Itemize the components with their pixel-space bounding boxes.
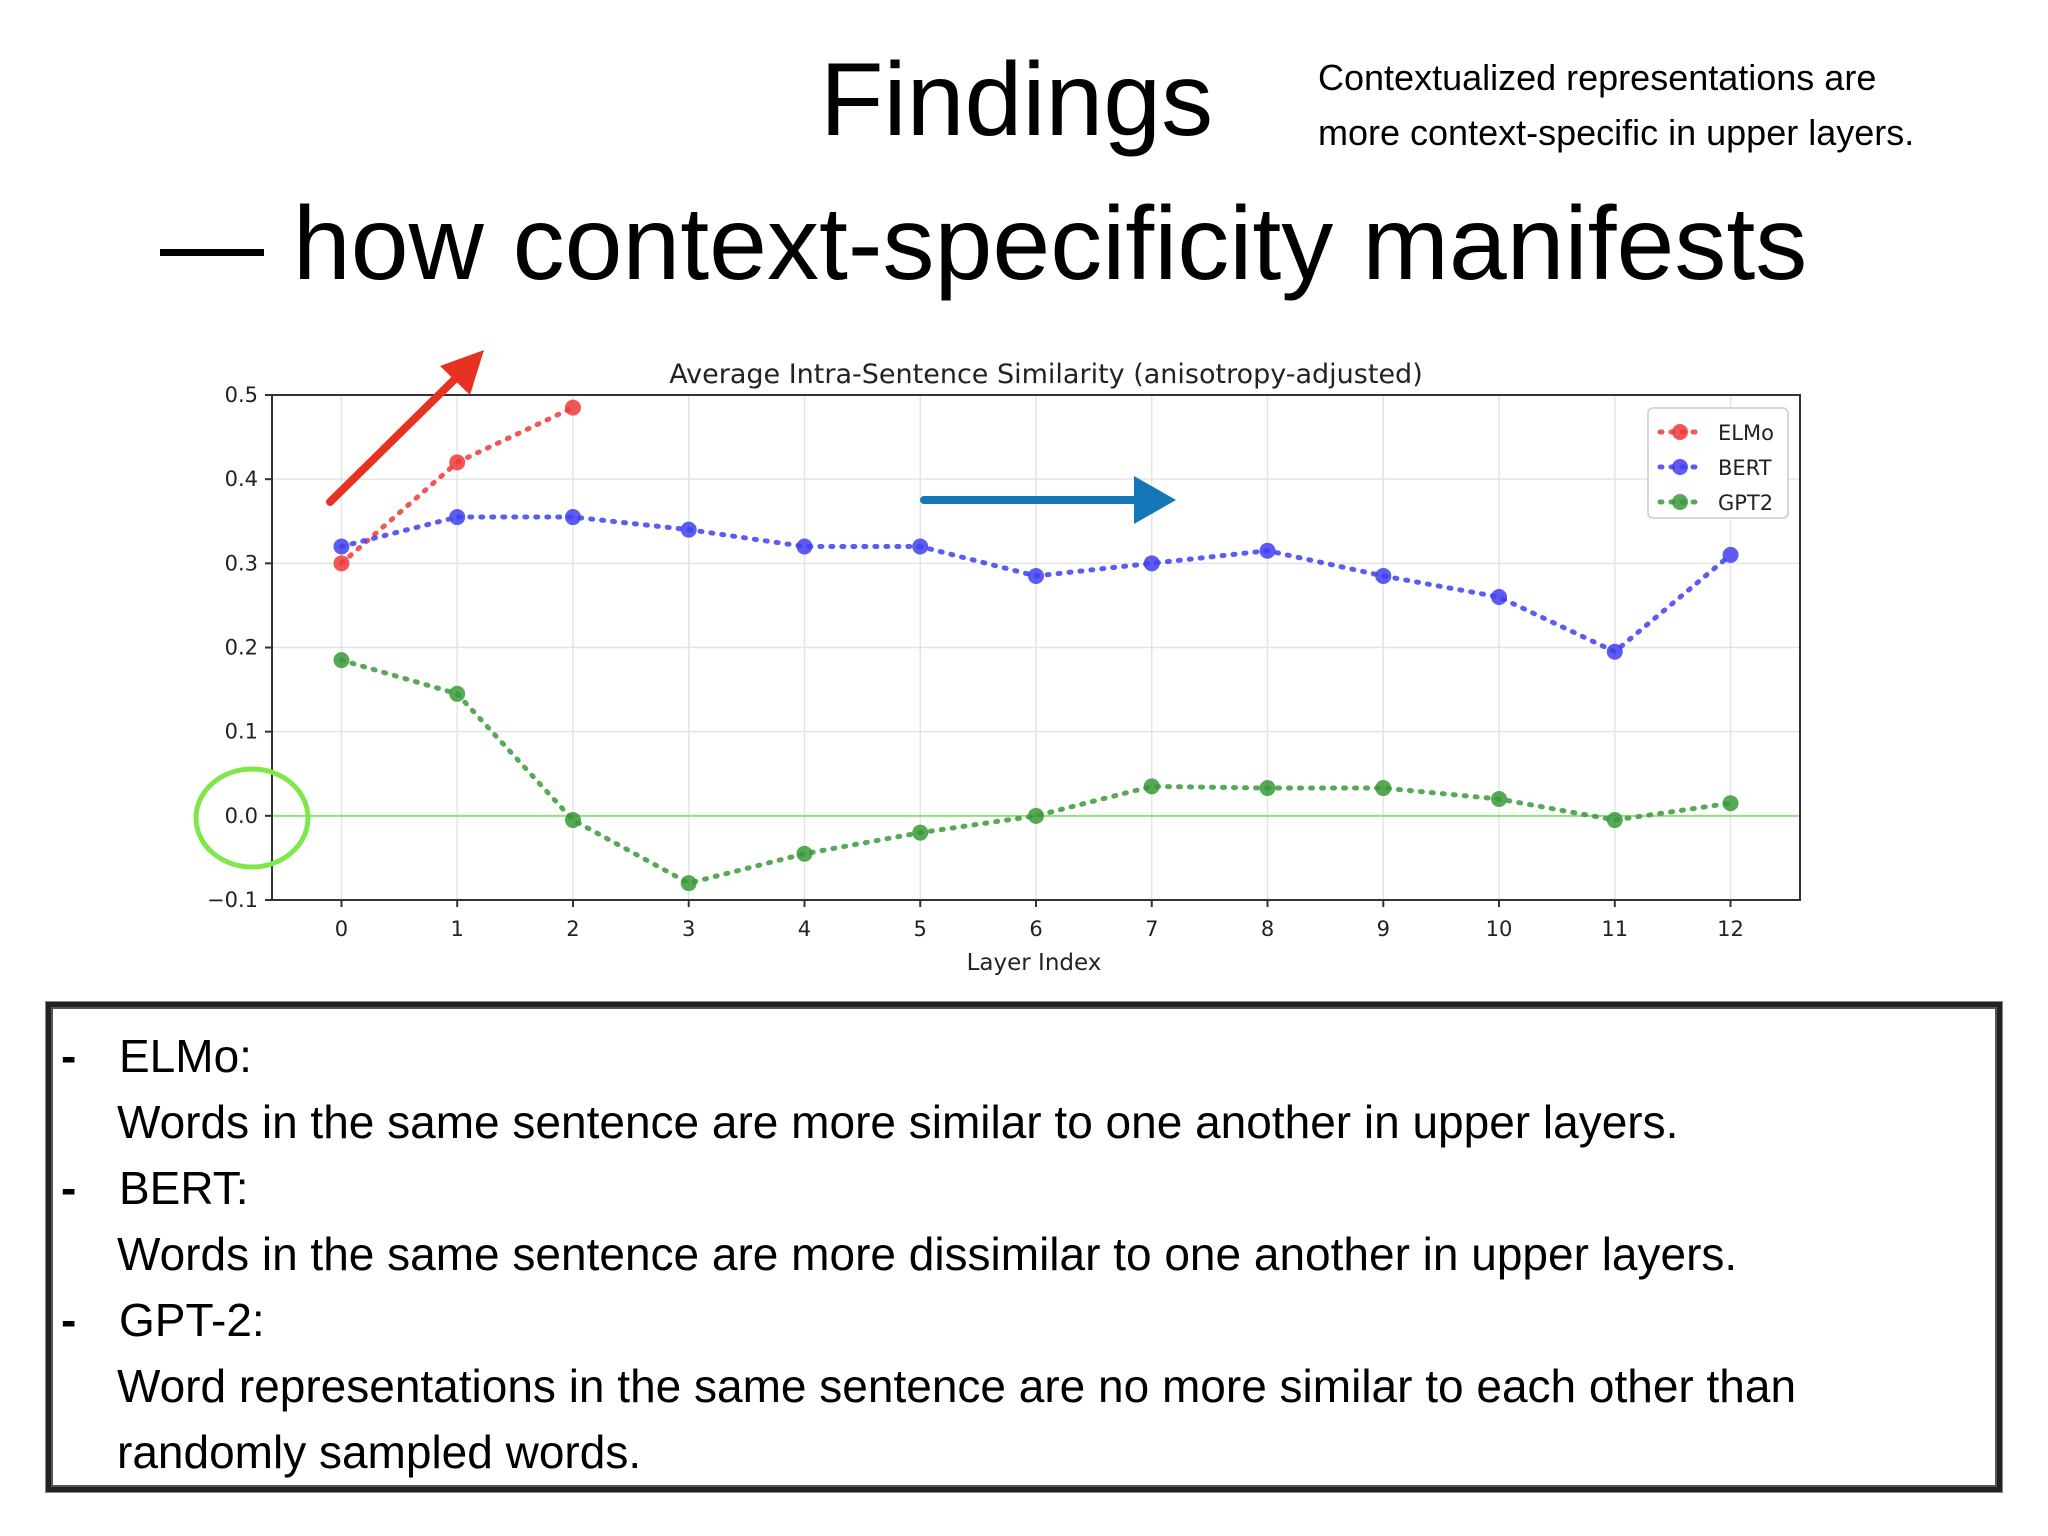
blue-arrow-head [1134,476,1176,524]
slide-subtitle: — how context-specificity manifests [160,186,1808,302]
x-tick-label: 4 [798,917,811,941]
y-tick-label: 0.4 [225,467,258,491]
finding-bert-text: Words in the same sentence are more diss… [117,1228,1738,1280]
x-tick-label: 7 [1145,917,1158,941]
x-tick-label: 5 [914,917,927,941]
y-tick-label: 0.3 [225,551,258,575]
finding-bert-heading: - BERT: [61,1155,249,1221]
red-arrow-shaft [326,372,462,506]
x-tick-label: 11 [1601,917,1628,941]
data-point-gpt2 [1143,778,1160,795]
x-tick-label: 3 [682,917,695,941]
data-point-gpt2 [449,685,466,702]
green-circle-highlight [193,766,311,870]
bullet-dash: - [61,1162,77,1214]
y-tick-label: 0.2 [225,636,258,660]
legend-swatch-marker [1672,459,1688,475]
y-tick-label: 0.5 [225,383,258,407]
finding-elmo-heading: - ELMo: [61,1023,252,1089]
data-point-bert [1028,567,1044,584]
chart-x-axis-label: Layer Index [967,950,1102,976]
x-tick-label: 0 [335,917,348,941]
x-tick-label: 8 [1261,917,1274,941]
red-arrow-head [440,350,484,395]
legend-label-elmo: ELMo [1718,421,1774,445]
data-point-bert [564,509,581,526]
slide-title: Findings [820,42,1214,158]
chart-legend: ELMo BERT GPT2 [1647,407,1789,519]
legend-label-gpt2: GPT2 [1718,491,1773,515]
finding-gpt2-text-line-1: Word representations in the same sentenc… [117,1360,1797,1412]
data-point-elmo [449,454,466,471]
x-tick-label: 1 [451,917,464,941]
y-tick-label: 0.1 [225,720,258,744]
data-point-bert [1606,643,1623,660]
data-point-gpt2 [796,845,813,862]
data-point-gpt2 [680,875,697,892]
finding-model-label: ELMo: [119,1030,252,1082]
data-point-gpt2 [333,652,350,669]
data-point-bert [449,509,466,526]
chart-ticks: 0 1 2 3 4 5 6 7 8 9 10 11 12−0.10.00.10.20.30.40.5 [207,383,1744,941]
data-point-gpt2 [564,812,581,829]
data-point-gpt2 [1606,812,1623,829]
data-point-bert [1259,542,1276,559]
side-note: Contextualized representations are more … [1318,50,1914,160]
legend-label-bert: BERT [1718,456,1772,480]
x-tick-label: 9 [1377,917,1390,941]
data-point-gpt2 [912,824,929,841]
legend-swatch-marker [1672,494,1688,510]
x-tick-label: 2 [566,917,579,941]
chart-annotations [193,350,1176,870]
data-point-elmo [333,555,350,572]
finding-gpt2-heading: - GPT-2: [61,1287,265,1353]
data-point-bert [1491,589,1508,605]
y-tick-label: 0.0 [225,804,258,828]
chart-grid [272,394,1800,901]
x-tick-label: 12 [1717,917,1744,941]
x-tick-label: 6 [1029,917,1042,941]
data-point-gpt2 [1375,780,1392,797]
finding-elmo-text: Words in the same sentence are more simi… [117,1096,1679,1148]
finding-model-label: GPT-2: [119,1294,265,1346]
data-point-gpt2 [1259,780,1276,797]
bullet-dash: - [61,1030,77,1082]
data-point-bert [796,538,813,555]
legend-swatch-marker [1672,424,1688,440]
data-point-bert [333,538,350,555]
x-tick-label: 10 [1486,917,1513,941]
data-point-bert [1722,546,1739,563]
data-point-bert [1143,555,1160,572]
data-point-gpt2 [1491,791,1508,807]
bullet-dash: - [61,1294,77,1346]
data-point-elmo [564,399,581,416]
chart-series [333,399,1739,892]
similarity-chart: 0 1 2 3 4 5 6 7 8 9 10 11 12−0.10.00.10.20.30.40.5 A… [193,350,1801,976]
finding-model-label: BERT: [119,1162,249,1214]
data-point-gpt2 [1722,795,1739,812]
data-point-bert [680,521,697,538]
data-point-bert [1375,567,1392,584]
data-point-bert [912,538,929,555]
side-note-line-1: Contextualized representations are [1318,57,1877,98]
findings-box: - ELMo: Words in the same sentence are mo… [46,1002,2002,1492]
y-tick-label: −0.1 [207,888,258,912]
data-point-gpt2 [1028,807,1044,824]
side-note-line-2: more context-specific in upper layers. [1318,112,1915,153]
finding-gpt2-text-line-2: randomly sampled words. [117,1426,642,1478]
chart-title: Average Intra-Sentence Similarity (aniso… [669,359,1422,390]
